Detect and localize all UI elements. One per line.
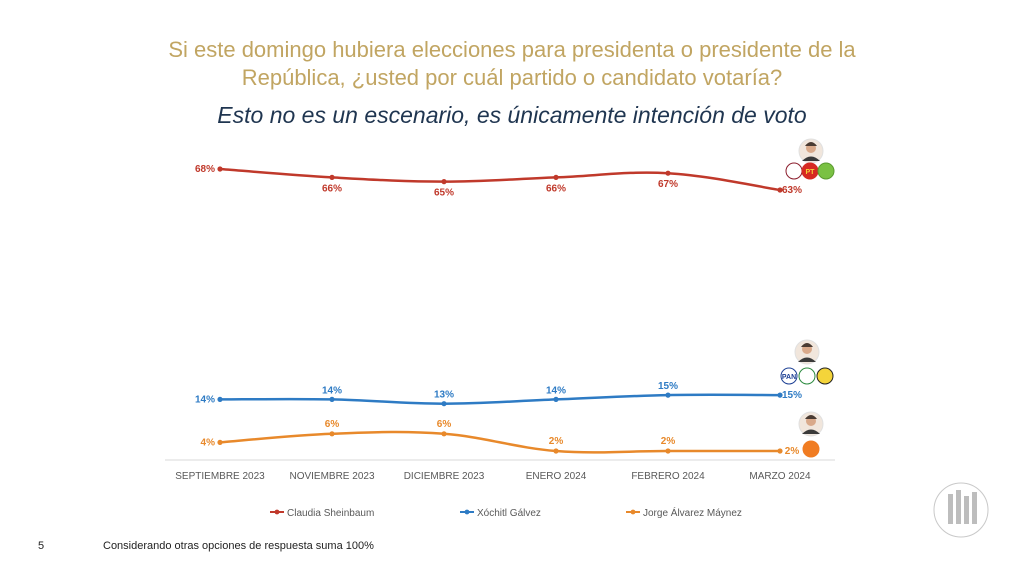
chart-title-line1: Si este domingo hubiera elecciones para … <box>168 37 856 62</box>
series-sheinbaum: 68% 66% 65% 66% 67% 63% <box>195 164 802 199</box>
data-label: 15% <box>658 381 678 392</box>
sheinbaum-photo-icon <box>798 138 824 164</box>
legend-item-maynez: Jorge Álvarez Máynez <box>626 506 742 519</box>
data-label: 2% <box>785 446 800 457</box>
data-point <box>217 166 223 172</box>
legend-item-sheinbaum: Claudia Sheinbaum <box>270 508 374 519</box>
footer-note: Considerando otras opciones de respuesta… <box>103 540 374 552</box>
series-maynez: 4% 6% 6% 2% 2% 2% <box>201 419 800 457</box>
page-number: 5 <box>38 540 45 552</box>
verde-logo-icon <box>817 162 835 180</box>
legend-marker <box>274 509 280 515</box>
series-galvez: 14% 14% 13% 14% 15% 15% <box>195 381 802 407</box>
x-tick-label: DICIEMBRE 2023 <box>404 471 485 482</box>
series-line-maynez <box>219 430 780 454</box>
data-label: 6% <box>325 419 340 430</box>
chart-title: Si este domingo hubiera elecciones para … <box>0 36 1024 92</box>
gallup-seal-logo <box>933 482 989 538</box>
pan-logo-icon: PAN <box>780 367 798 385</box>
pri-logo-icon <box>798 367 816 385</box>
data-point <box>777 392 783 398</box>
data-point <box>217 396 223 402</box>
data-label: 14% <box>322 385 342 396</box>
data-point <box>329 431 335 437</box>
legend-label: Claudia Sheinbaum <box>287 508 374 519</box>
data-label: 14% <box>195 394 215 405</box>
data-point <box>665 448 671 454</box>
legend-label: Jorge Álvarez Máynez <box>643 506 742 519</box>
data-point <box>441 431 447 437</box>
chart-title-line2: República, ¿usted por cuál partido o can… <box>241 65 783 90</box>
x-tick-label: FEBRERO 2024 <box>631 471 705 482</box>
data-label: 4% <box>201 437 216 448</box>
data-point <box>665 170 671 176</box>
data-label: 65% <box>434 188 454 199</box>
data-label: 14% <box>546 385 566 396</box>
legend-marker <box>464 509 470 515</box>
legend-item-galvez: Xóchitl Gálvez <box>460 508 541 519</box>
x-tick-label: NOVIEMBRE 2023 <box>289 471 374 482</box>
legend-marker <box>630 509 636 515</box>
data-label: 63% <box>782 185 802 196</box>
x-tick-label: SEPTIEMBRE 2023 <box>175 471 265 482</box>
chart-subtitle: Esto no es un escenario, es únicamente i… <box>217 102 807 128</box>
prd-logo-icon <box>816 367 834 385</box>
series-layer: 68% 66% 65% 66% 67% 63% 14% 14% 13% 14% 15% 15% 4% 6%… <box>195 164 802 457</box>
x-tick-labels: SEPTIEMBRE 2023 NOVIEMBRE 2023 DICIEMBRE 2… <box>175 471 811 482</box>
data-label: 13% <box>434 390 454 401</box>
series-line-galvez <box>219 393 781 405</box>
series-line-sheinbaum <box>219 167 781 192</box>
legend: Claudia Sheinbaum Xóchitl Gálvez Jorge Álv… <box>270 506 742 519</box>
data-point <box>553 396 559 402</box>
data-point <box>441 401 447 407</box>
data-point <box>553 174 559 180</box>
data-point <box>777 187 783 193</box>
maynez-photo-icon <box>798 411 824 437</box>
data-label: 2% <box>661 436 676 447</box>
data-point <box>441 179 447 185</box>
data-point <box>217 439 223 445</box>
pt-logo-icon: PT <box>801 162 819 180</box>
data-point <box>553 448 559 454</box>
legend-label: Xóchitl Gálvez <box>477 508 541 519</box>
data-label: 15% <box>782 390 802 401</box>
data-label: 66% <box>322 183 342 194</box>
galvez-photo-icon <box>794 339 820 365</box>
data-point <box>329 396 335 402</box>
x-tick-label: MARZO 2024 <box>749 471 811 482</box>
data-label: 66% <box>546 183 566 194</box>
morena-logo-icon <box>785 162 803 180</box>
data-point <box>777 448 783 454</box>
data-point <box>329 174 335 180</box>
data-label: 68% <box>195 164 215 175</box>
svg-text:PAN: PAN <box>782 374 796 381</box>
data-point <box>665 392 671 398</box>
x-tick-label: ENERO 2024 <box>526 471 587 482</box>
svg-text:PT: PT <box>806 169 816 176</box>
mc-logo-icon <box>802 440 820 458</box>
data-label: 2% <box>549 436 564 447</box>
data-label: 6% <box>437 419 452 430</box>
candidate-icons: PT PAN <box>780 138 835 458</box>
data-label: 67% <box>658 179 678 190</box>
